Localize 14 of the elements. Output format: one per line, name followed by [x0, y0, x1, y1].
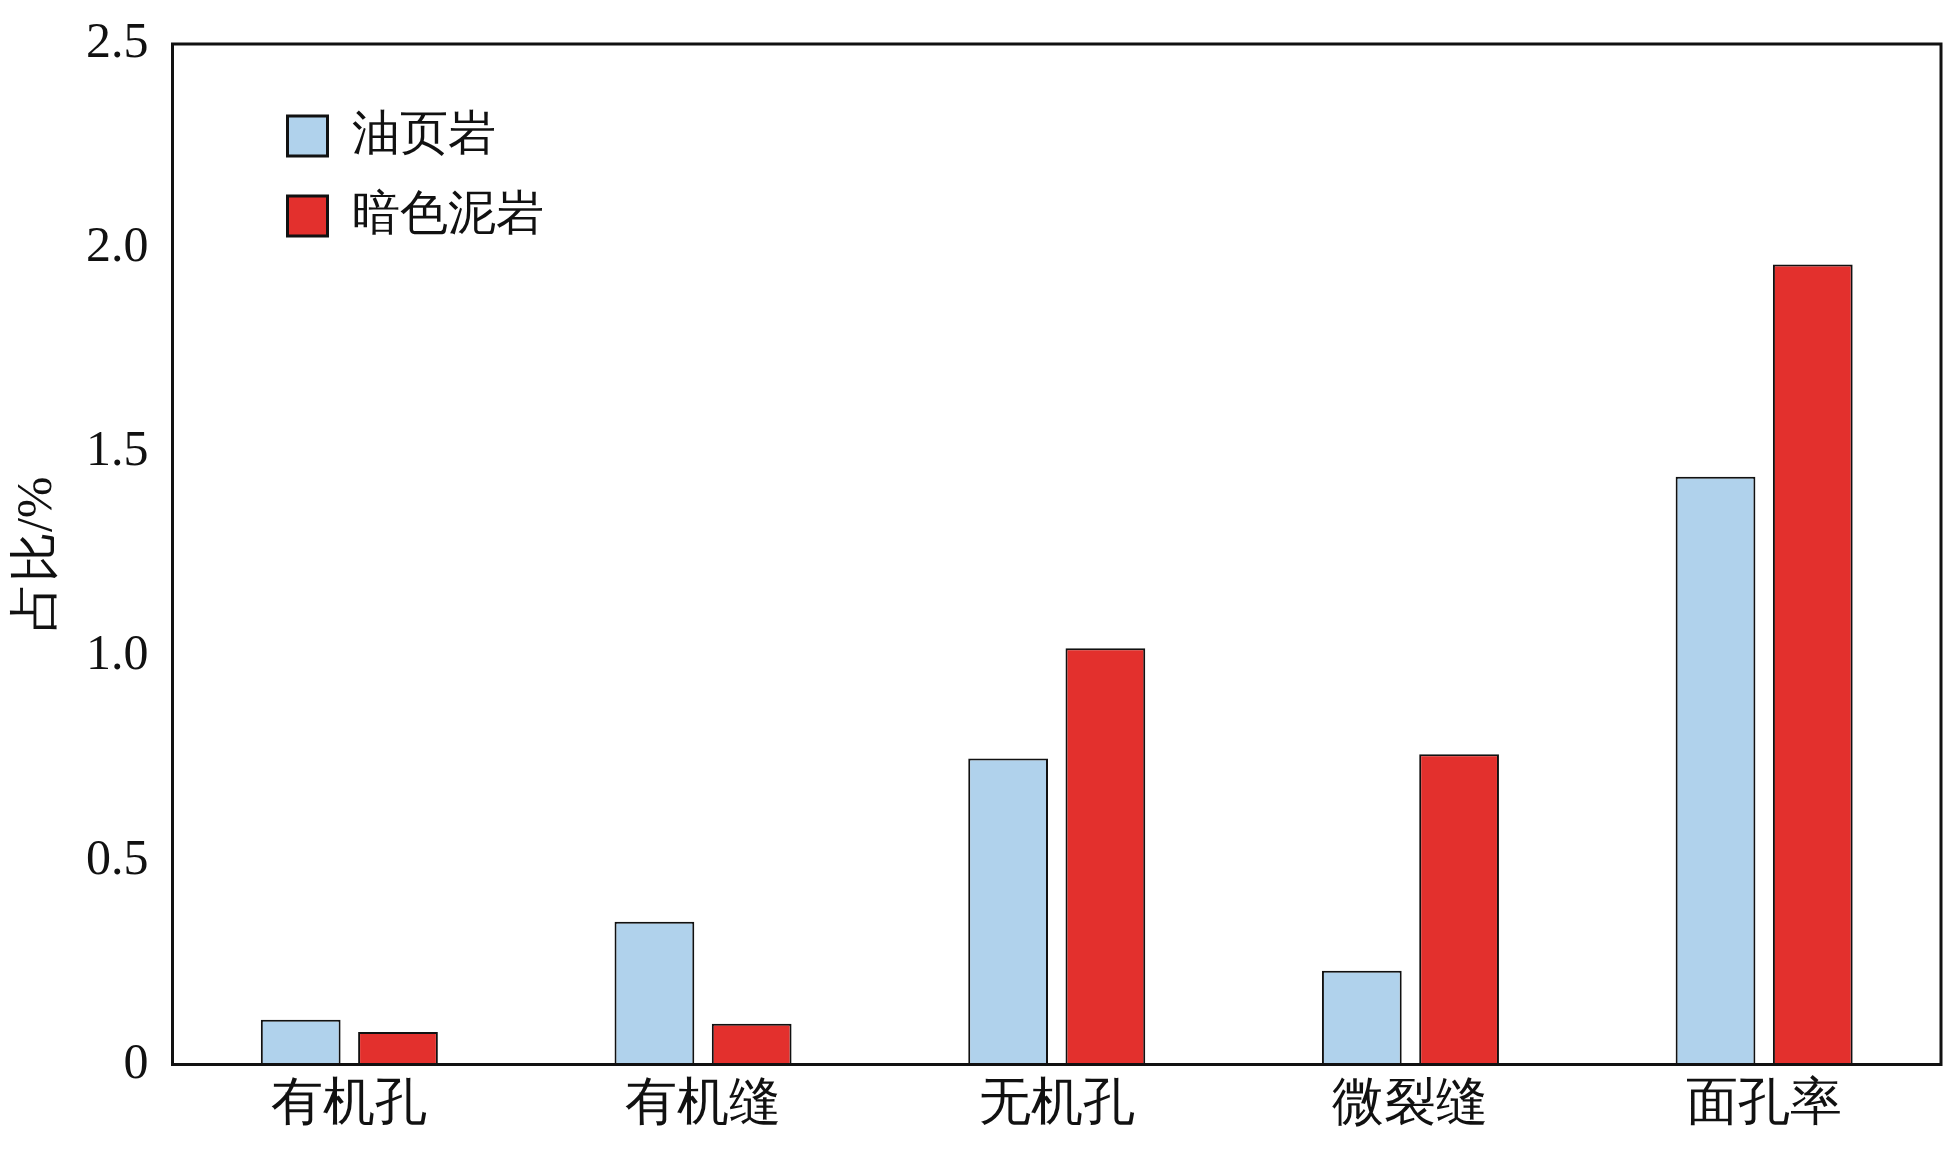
legend-label: 油页岩 [351, 105, 496, 159]
y-tick-label: 1.0 [86, 624, 149, 681]
y-tick-label: 2.0 [86, 216, 149, 273]
x-tick-label: 无机孔 [978, 1073, 1135, 1131]
x-tick-label: 有机缝 [625, 1073, 782, 1131]
y-axis-title: 占比/% [6, 476, 63, 633]
y-tick-label: 0.5 [86, 828, 149, 885]
y-tick-label: 2.5 [86, 12, 149, 69]
y-tick-label: 1.5 [86, 420, 149, 477]
x-tick-label: 有机孔 [271, 1073, 428, 1131]
x-tick-label: 微裂缝 [1332, 1073, 1489, 1131]
legend-label: 暗色泥岩 [351, 185, 544, 239]
y-tick-label: 0 [123, 1032, 149, 1089]
x-tick-label: 面孔率 [1686, 1073, 1843, 1131]
